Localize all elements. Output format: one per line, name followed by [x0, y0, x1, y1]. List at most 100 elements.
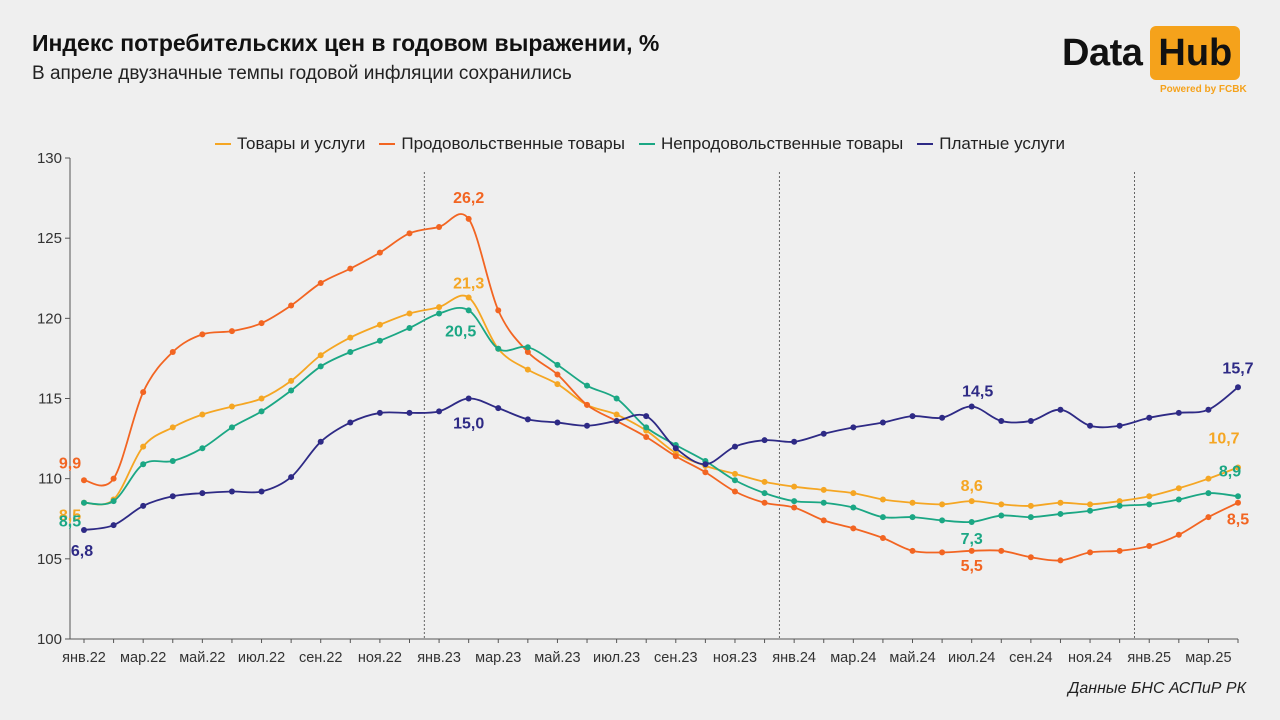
- x-tick-label: сен.22: [299, 650, 342, 666]
- logo-word-hub: Hub: [1150, 26, 1241, 80]
- data-point: [968, 518, 975, 525]
- data-point: [199, 331, 206, 338]
- data-point: [1087, 422, 1094, 429]
- series-line: [83, 386, 1239, 531]
- x-tick-label: янв.24: [772, 650, 816, 666]
- chart-title: Индекс потребительских цен в годовом выр…: [32, 30, 660, 56]
- x-tick-label: ноя.24: [1068, 650, 1112, 666]
- data-point: [1235, 384, 1241, 391]
- data-point: [761, 499, 768, 506]
- data-point: [495, 405, 502, 412]
- y-tick-label: 105: [37, 551, 62, 568]
- data-point: [228, 328, 235, 335]
- data-point: [465, 294, 472, 301]
- data-point: [347, 419, 354, 426]
- series-line: [83, 294, 1239, 507]
- data-point: [1027, 502, 1034, 509]
- x-tick-label: янв.22: [62, 650, 106, 666]
- data-point: [376, 409, 383, 416]
- data-point: [228, 403, 235, 410]
- data-point: [1235, 464, 1241, 471]
- data-point: [1027, 554, 1034, 561]
- data-label: 8,5: [59, 514, 81, 531]
- data-point: [495, 307, 502, 314]
- legend-item: Товары и услуги: [214, 134, 365, 154]
- data-point: [524, 349, 531, 356]
- data-point: [761, 478, 768, 485]
- data-point: [1205, 514, 1212, 521]
- data-point: [1087, 501, 1094, 508]
- data-point: [1087, 549, 1094, 556]
- data-point: [1235, 493, 1241, 500]
- y-tick-label: 110: [38, 471, 62, 488]
- data-label: 8,9: [1219, 463, 1241, 480]
- data-point: [850, 525, 857, 532]
- data-point: [613, 395, 620, 402]
- data-point: [909, 499, 916, 506]
- data-point: [613, 411, 620, 418]
- data-point: [1175, 485, 1182, 492]
- data-point: [879, 496, 886, 503]
- x-tick-label: мар.25: [1185, 650, 1231, 666]
- x-tick-label: сен.23: [654, 650, 697, 666]
- data-point: [643, 424, 650, 431]
- data-point: [258, 320, 265, 327]
- x-tick-label: июл.24: [948, 650, 995, 666]
- legend-swatch: [638, 143, 655, 145]
- data-point: [81, 526, 87, 533]
- x-tick-label: янв.25: [1127, 650, 1171, 666]
- legend-label: Непродовольственные товары: [660, 134, 904, 153]
- data-point: [791, 438, 798, 445]
- y-tick-label: 130: [37, 150, 62, 167]
- data-point: [376, 321, 383, 328]
- datahub-logo: Data Hub: [1062, 26, 1241, 80]
- x-tick-label: мар.23: [475, 650, 521, 666]
- data-point: [524, 366, 531, 373]
- data-point: [1027, 417, 1034, 424]
- data-label: 21,3: [453, 275, 484, 292]
- data-point: [1057, 499, 1064, 506]
- data-point: [288, 474, 295, 481]
- data-point: [81, 499, 87, 506]
- data-point: [643, 433, 650, 440]
- legend-label: Продовольственные товары: [401, 134, 625, 153]
- data-point: [140, 389, 147, 396]
- data-point: [347, 349, 354, 356]
- data-point: [939, 517, 946, 524]
- data-point: [81, 477, 87, 484]
- data-point: [968, 498, 975, 505]
- data-point: [791, 483, 798, 490]
- data-label: 8,6: [961, 478, 983, 495]
- data-point: [140, 502, 147, 509]
- data-point: [524, 344, 531, 351]
- data-point: [643, 413, 650, 420]
- x-tick-label: май.22: [179, 650, 225, 666]
- data-point: [909, 413, 916, 420]
- x-tick-label: июл.22: [238, 650, 285, 666]
- data-label: 26,2: [453, 190, 484, 207]
- data-point: [465, 307, 472, 314]
- data-point: [554, 361, 561, 368]
- data-label: 9,9: [59, 455, 81, 472]
- data-point: [288, 387, 295, 394]
- data-label: 6,8: [71, 543, 93, 560]
- data-point: [939, 549, 946, 556]
- x-tick-label: ноя.23: [713, 650, 757, 666]
- data-point: [1087, 507, 1094, 514]
- data-point: [1116, 422, 1123, 429]
- data-point: [288, 377, 295, 384]
- y-tick-label: 100: [37, 631, 62, 648]
- data-point: [939, 501, 946, 508]
- data-label: 14,5: [962, 384, 993, 401]
- data-point: [850, 504, 857, 511]
- y-tick-label: 115: [38, 391, 62, 408]
- data-point: [317, 280, 324, 287]
- data-point: [258, 488, 265, 495]
- data-label: 8,5: [59, 508, 81, 525]
- data-point: [672, 453, 679, 460]
- data-point: [613, 417, 620, 424]
- data-point: [1175, 531, 1182, 538]
- series-line: [83, 213, 1239, 562]
- data-point: [406, 310, 413, 317]
- x-tick-label: мар.22: [120, 650, 166, 666]
